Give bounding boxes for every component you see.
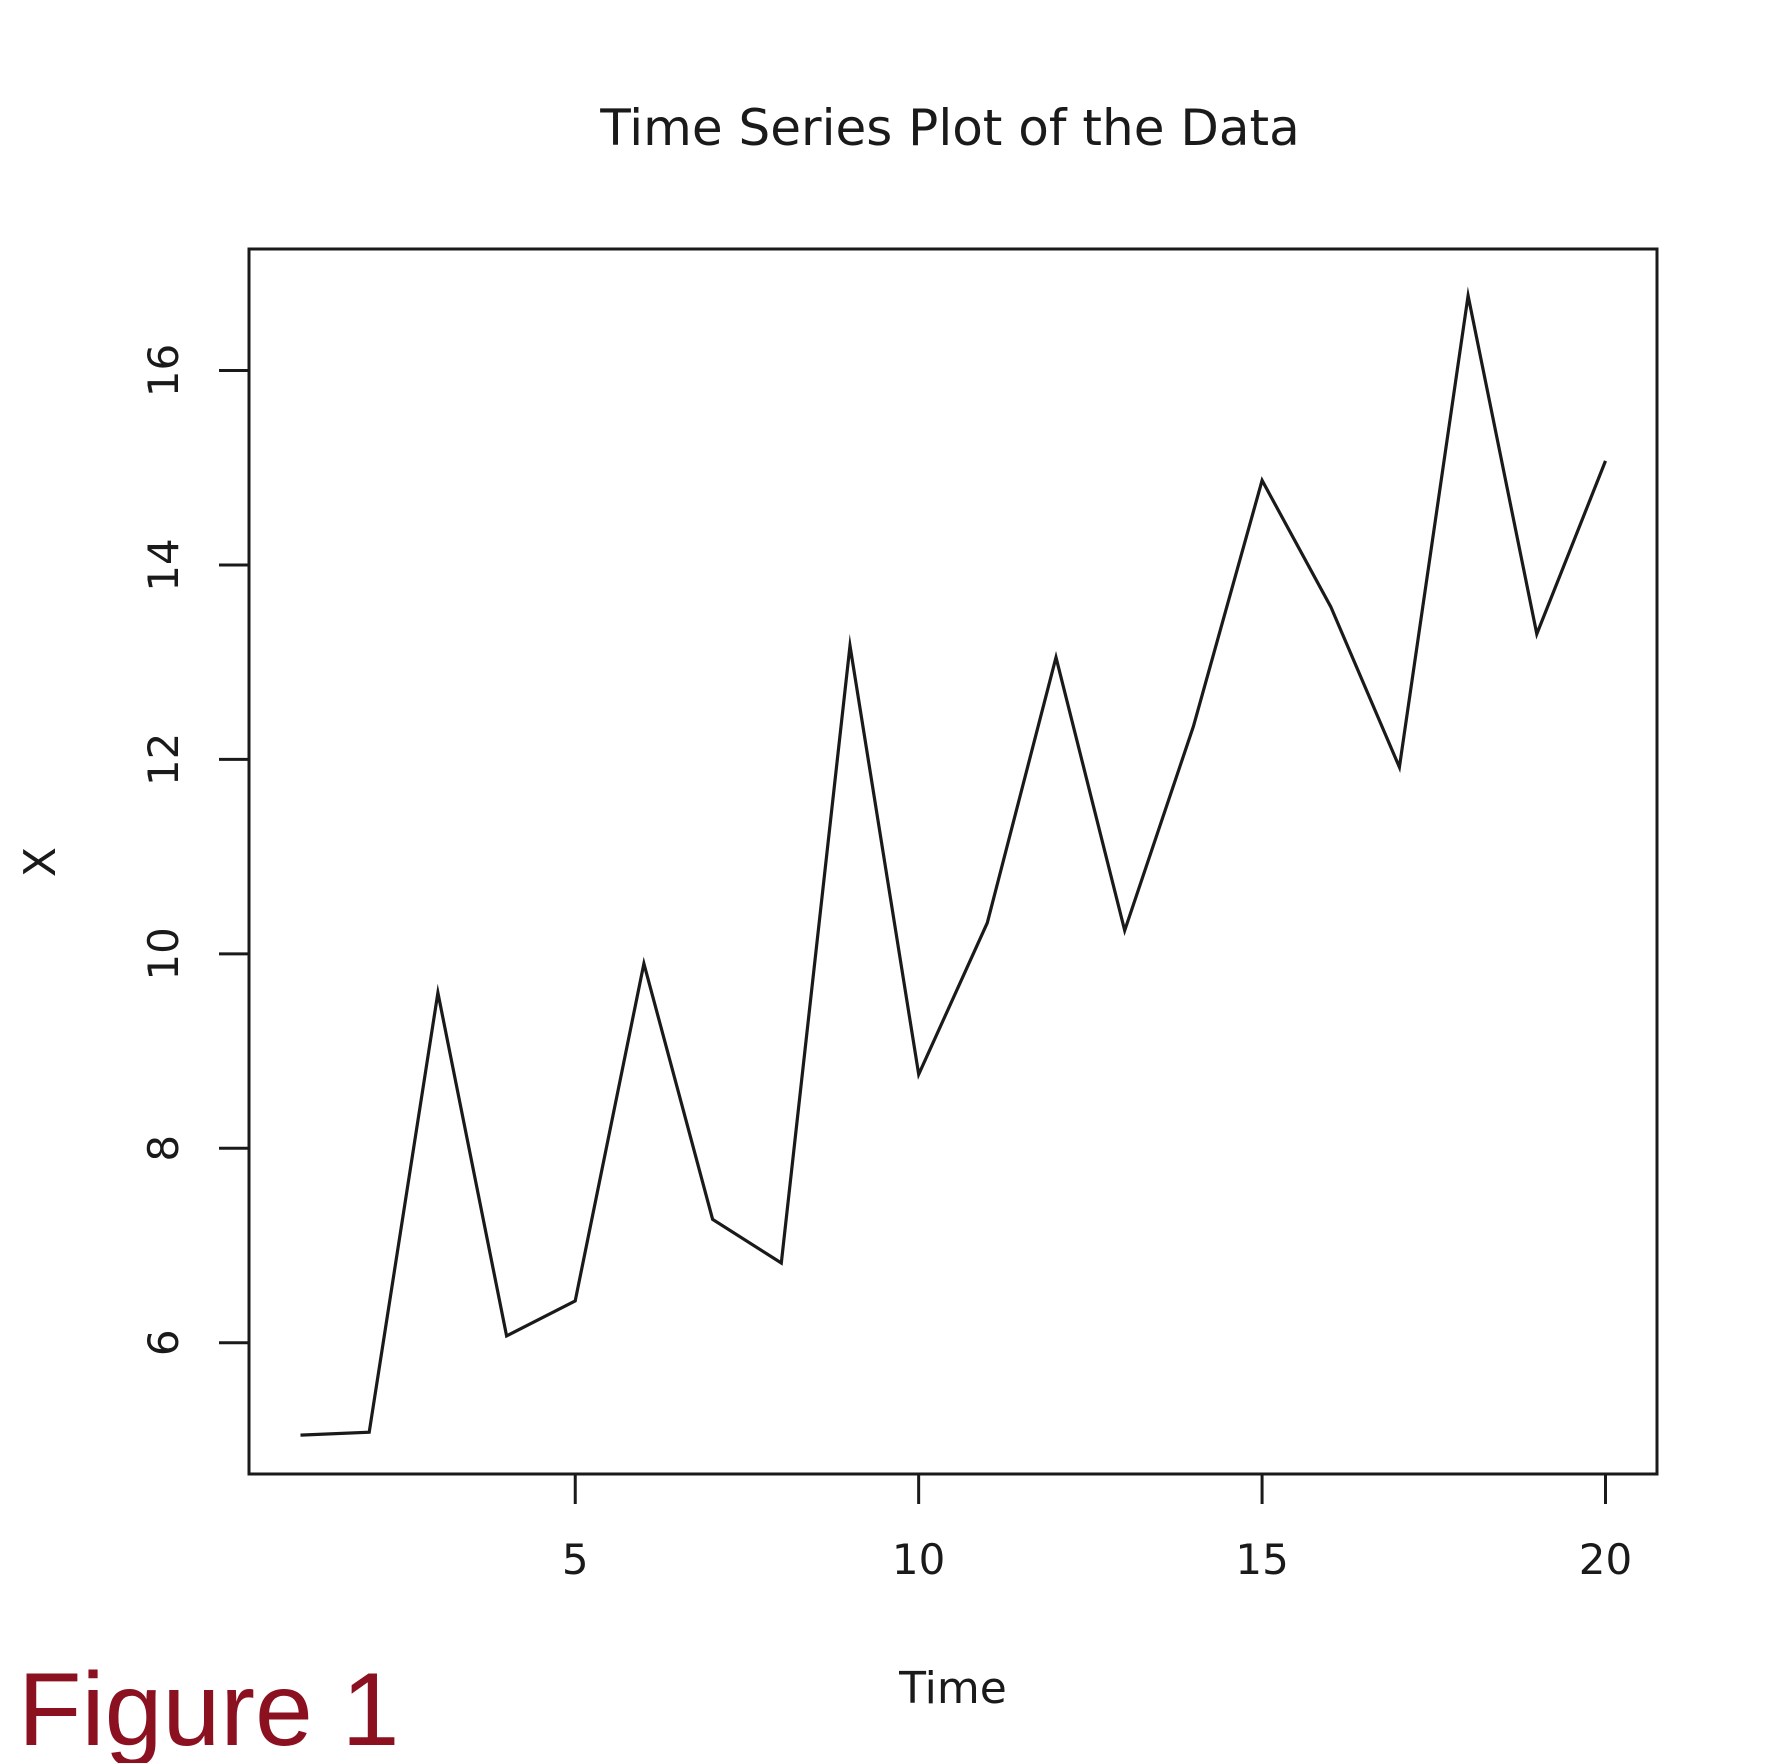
- figure-label: Figure 1: [18, 1652, 400, 1763]
- x-axis: 5 10 15 20: [562, 1474, 1632, 1584]
- y-axis: 6 8 10 12 14 16: [139, 344, 249, 1356]
- y-tick-label-8: 8: [139, 1135, 188, 1162]
- y-tick-label-14: 14: [139, 538, 188, 591]
- series-layer: [300, 286, 1607, 1437]
- y-tick-label-12: 12: [139, 733, 188, 786]
- y-tick-label-16: 16: [139, 344, 188, 397]
- x-axis-label: Time: [898, 1663, 1007, 1714]
- x-tick-label-5: 5: [562, 1535, 589, 1584]
- y-tick-label-10: 10: [139, 927, 188, 980]
- x-tick-label-10: 10: [892, 1535, 945, 1584]
- y-axis-label: X: [15, 847, 66, 877]
- y-tick-label-6: 6: [139, 1329, 188, 1356]
- x-tick-label-20: 20: [1579, 1535, 1632, 1584]
- plot-frame: [247, 247, 1659, 1476]
- chart-title: Time Series Plot of the Data: [599, 99, 1299, 157]
- x-tick-label-15: 15: [1235, 1535, 1288, 1584]
- series-line-0: [300, 286, 1607, 1437]
